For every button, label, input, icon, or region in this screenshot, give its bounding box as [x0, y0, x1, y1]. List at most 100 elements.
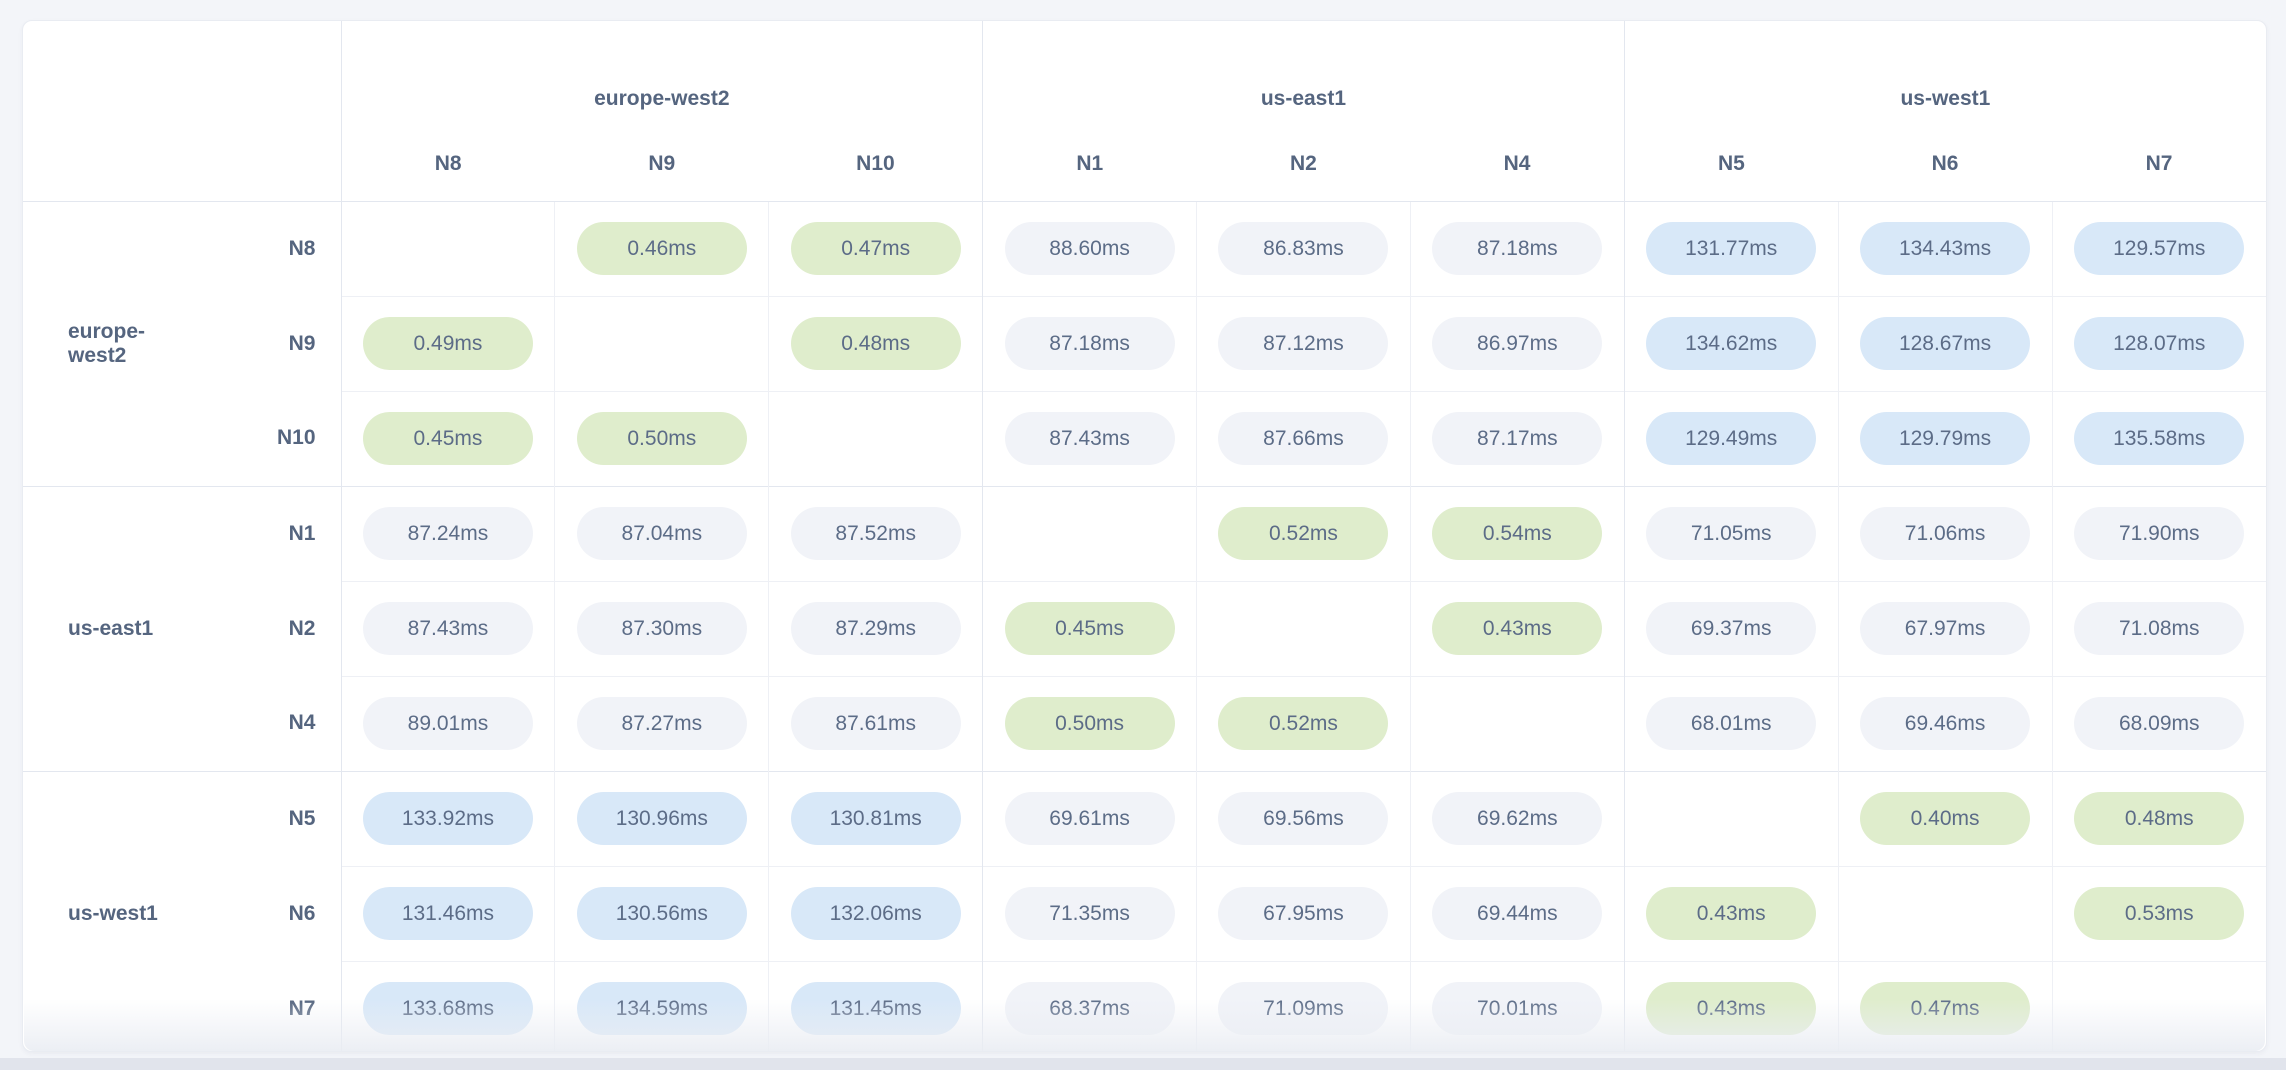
latency-cell-n7-n6[interactable]: 0.47ms: [1837, 960, 2052, 1051]
latency-value-pill[interactable]: 133.68ms: [362, 982, 533, 1036]
latency-cell-n10-n8[interactable]: 0.45ms: [340, 390, 555, 486]
latency-cell-n7-n8[interactable]: 133.68ms: [340, 960, 555, 1051]
latency-cell-n4-n9[interactable]: 87.27ms: [554, 675, 769, 771]
latency-value-pill[interactable]: 86.97ms: [1432, 317, 1603, 370]
latency-value-pill[interactable]: 71.08ms: [2074, 602, 2245, 655]
latency-value-pill[interactable]: 129.49ms: [1646, 412, 1817, 465]
latency-value-pill[interactable]: 130.56ms: [576, 887, 747, 940]
latency-value-pill[interactable]: 69.37ms: [1646, 602, 1817, 655]
latency-cell-n1-n7[interactable]: 71.90ms: [2051, 485, 2266, 581]
latency-value-pill[interactable]: 0.52ms: [1218, 697, 1389, 750]
latency-value-pill[interactable]: 89.01ms: [362, 697, 533, 750]
latency-value-pill[interactable]: 87.30ms: [576, 602, 747, 655]
latency-cell-n5-n2[interactable]: 69.56ms: [1196, 770, 1411, 866]
latency-value-pill[interactable]: 0.48ms: [790, 317, 961, 370]
latency-value-pill[interactable]: 87.27ms: [576, 697, 747, 750]
latency-value-pill[interactable]: 87.12ms: [1218, 317, 1389, 370]
latency-cell-n2-n9[interactable]: 87.30ms: [554, 580, 769, 676]
latency-value-pill[interactable]: 130.81ms: [790, 792, 961, 845]
latency-value-pill[interactable]: 87.29ms: [790, 602, 961, 655]
latency-value-pill[interactable]: 87.04ms: [576, 507, 747, 560]
latency-value-pill[interactable]: 87.18ms: [1432, 222, 1603, 275]
latency-cell-n1-n4[interactable]: 0.54ms: [1409, 485, 1625, 581]
latency-cell-n4-n2[interactable]: 0.52ms: [1196, 675, 1411, 771]
latency-cell-n5-n9[interactable]: 130.96ms: [554, 770, 769, 866]
latency-value-pill[interactable]: 87.18ms: [1004, 317, 1175, 370]
latency-value-pill[interactable]: 131.45ms: [790, 982, 961, 1036]
latency-value-pill[interactable]: 71.09ms: [1218, 982, 1389, 1036]
latency-cell-n5-n1[interactable]: 69.61ms: [982, 770, 1197, 866]
latency-value-pill[interactable]: 134.62ms: [1646, 317, 1817, 370]
latency-cell-n6-n9[interactable]: 130.56ms: [554, 865, 769, 961]
latency-cell-n9-n10[interactable]: 0.48ms: [768, 295, 983, 391]
latency-cell-n9-n2[interactable]: 87.12ms: [1196, 295, 1411, 391]
latency-cell-n2-n1[interactable]: 0.45ms: [982, 580, 1197, 676]
latency-cell-n2-n8[interactable]: 87.43ms: [340, 580, 555, 676]
latency-value-pill[interactable]: 0.40ms: [1860, 792, 2031, 845]
latency-cell-n6-n1[interactable]: 71.35ms: [982, 865, 1197, 961]
latency-value-pill[interactable]: 131.77ms: [1646, 222, 1817, 275]
latency-cell-n1-n5[interactable]: 71.05ms: [1623, 485, 1839, 581]
latency-value-pill[interactable]: 133.92ms: [362, 792, 533, 845]
latency-cell-n7-n10[interactable]: 131.45ms: [768, 960, 983, 1051]
latency-cell-n5-n6[interactable]: 0.40ms: [1837, 770, 2052, 866]
latency-cell-n10-n4[interactable]: 87.17ms: [1409, 390, 1625, 486]
latency-cell-n7-n9[interactable]: 134.59ms: [554, 960, 769, 1051]
latency-cell-n10-n2[interactable]: 87.66ms: [1196, 390, 1411, 486]
latency-cell-n6-n5[interactable]: 0.43ms: [1623, 865, 1839, 961]
latency-cell-n4-n8[interactable]: 89.01ms: [340, 675, 555, 771]
latency-cell-n8-n9[interactable]: 0.46ms: [554, 201, 769, 296]
latency-value-pill[interactable]: 0.50ms: [576, 412, 747, 465]
latency-value-pill[interactable]: 69.61ms: [1004, 792, 1175, 845]
latency-value-pill[interactable]: 68.09ms: [2074, 697, 2245, 750]
latency-value-pill[interactable]: 0.43ms: [1646, 887, 1817, 940]
latency-cell-n8-n1[interactable]: 88.60ms: [982, 201, 1197, 296]
latency-value-pill[interactable]: 87.24ms: [362, 507, 533, 560]
latency-cell-n7-n1[interactable]: 68.37ms: [982, 960, 1197, 1051]
latency-value-pill[interactable]: 135.58ms: [2074, 412, 2245, 465]
latency-cell-n1-n2[interactable]: 0.52ms: [1196, 485, 1411, 581]
latency-value-pill[interactable]: 87.52ms: [790, 507, 961, 560]
latency-value-pill[interactable]: 132.06ms: [790, 887, 961, 940]
latency-value-pill[interactable]: 71.06ms: [1860, 507, 2031, 560]
latency-value-pill[interactable]: 0.48ms: [2074, 792, 2245, 845]
latency-value-pill[interactable]: 129.57ms: [2074, 222, 2245, 275]
latency-cell-n2-n7[interactable]: 71.08ms: [2051, 580, 2266, 676]
latency-cell-n6-n10[interactable]: 132.06ms: [768, 865, 983, 961]
latency-value-pill[interactable]: 69.44ms: [1432, 887, 1603, 940]
latency-cell-n7-n4[interactable]: 70.01ms: [1409, 960, 1625, 1051]
latency-value-pill[interactable]: 68.37ms: [1004, 982, 1175, 1036]
latency-cell-n6-n7[interactable]: 0.53ms: [2051, 865, 2266, 961]
latency-cell-n6-n4[interactable]: 69.44ms: [1409, 865, 1625, 961]
latency-value-pill[interactable]: 87.43ms: [362, 602, 533, 655]
latency-cell-n10-n6[interactable]: 129.79ms: [1837, 390, 2052, 486]
latency-cell-n2-n10[interactable]: 87.29ms: [768, 580, 983, 676]
latency-cell-n6-n2[interactable]: 67.95ms: [1196, 865, 1411, 961]
horizontal-scrollbar-track[interactable]: [0, 1058, 2286, 1070]
latency-cell-n4-n10[interactable]: 87.61ms: [768, 675, 983, 771]
latency-value-pill[interactable]: 0.50ms: [1004, 697, 1175, 750]
latency-cell-n1-n6[interactable]: 71.06ms: [1837, 485, 2052, 581]
latency-cell-n9-n6[interactable]: 128.67ms: [1837, 295, 2052, 391]
latency-cell-n8-n4[interactable]: 87.18ms: [1409, 201, 1625, 296]
latency-value-pill[interactable]: 87.17ms: [1432, 412, 1603, 465]
latency-value-pill[interactable]: 0.53ms: [2074, 887, 2245, 940]
latency-value-pill[interactable]: 67.97ms: [1860, 602, 2031, 655]
latency-cell-n9-n4[interactable]: 86.97ms: [1409, 295, 1625, 391]
latency-value-pill[interactable]: 0.54ms: [1432, 507, 1603, 560]
latency-value-pill[interactable]: 71.90ms: [2074, 507, 2245, 560]
latency-cell-n8-n6[interactable]: 134.43ms: [1837, 201, 2052, 296]
latency-value-pill[interactable]: 71.05ms: [1646, 507, 1817, 560]
latency-cell-n10-n7[interactable]: 135.58ms: [2051, 390, 2266, 486]
latency-value-pill[interactable]: 70.01ms: [1432, 982, 1603, 1036]
latency-value-pill[interactable]: 0.47ms: [790, 222, 961, 275]
latency-cell-n9-n5[interactable]: 134.62ms: [1623, 295, 1839, 391]
latency-cell-n4-n1[interactable]: 0.50ms: [982, 675, 1197, 771]
latency-cell-n5-n8[interactable]: 133.92ms: [340, 770, 555, 866]
latency-value-pill[interactable]: 131.46ms: [362, 887, 533, 940]
latency-value-pill[interactable]: 87.61ms: [790, 697, 961, 750]
latency-value-pill[interactable]: 86.83ms: [1218, 222, 1389, 275]
latency-value-pill[interactable]: 71.35ms: [1004, 887, 1175, 940]
latency-value-pill[interactable]: 88.60ms: [1004, 222, 1175, 275]
latency-cell-n1-n10[interactable]: 87.52ms: [768, 485, 983, 581]
